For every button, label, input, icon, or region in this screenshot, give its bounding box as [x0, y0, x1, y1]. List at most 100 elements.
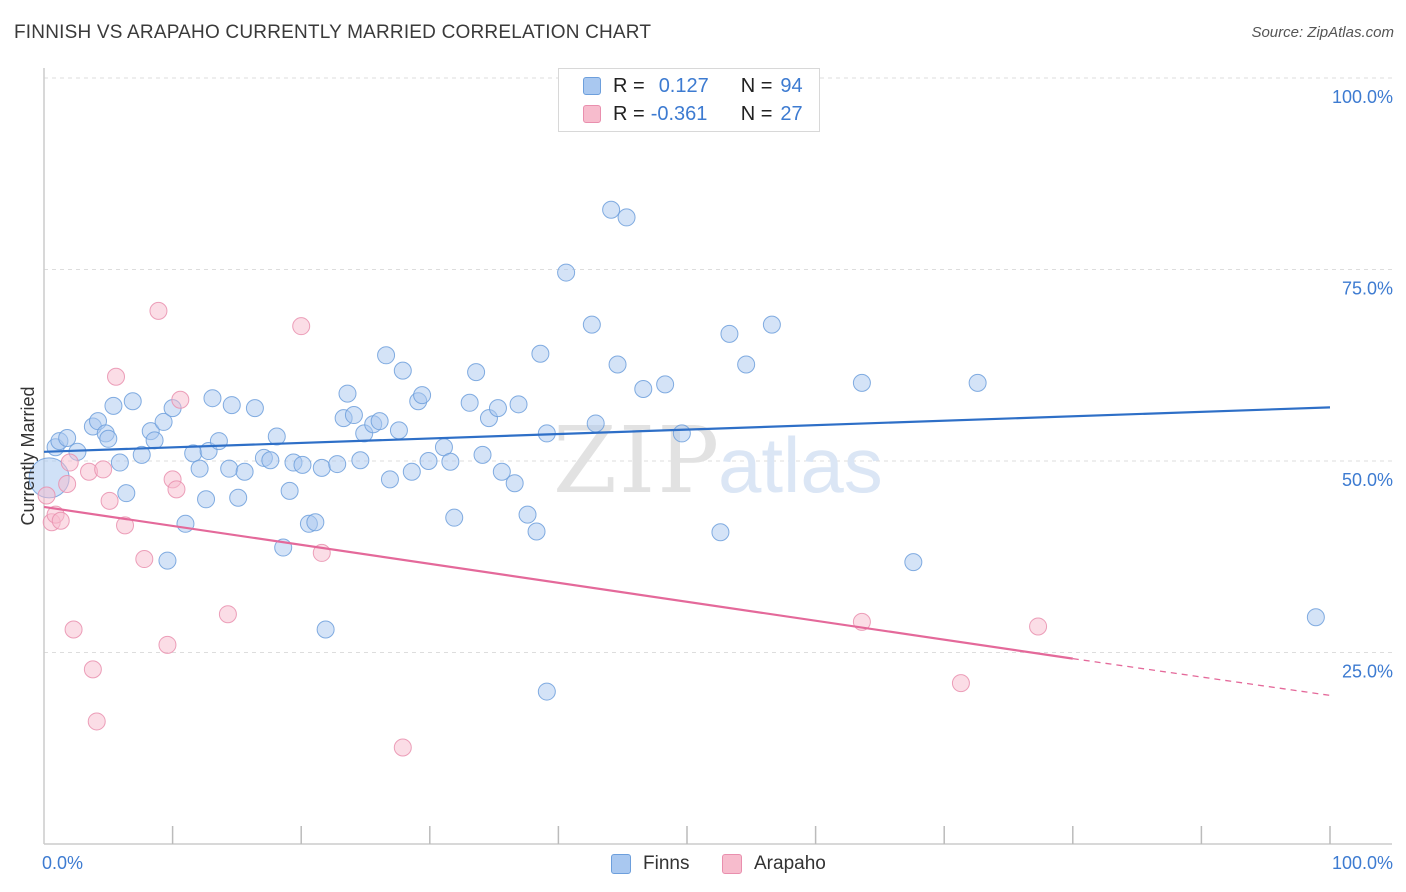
finns-point: [608, 355, 627, 374]
watermark-zip: ZIP: [553, 407, 721, 514]
finns-point: [634, 379, 653, 398]
finns-point: [328, 455, 347, 474]
chart-source: Source: ZipAtlas.com: [1251, 24, 1394, 41]
finns-point: [280, 481, 299, 500]
finns-point: [267, 427, 286, 446]
finns-point: [617, 208, 636, 227]
arapaho-point: [158, 635, 177, 654]
arapaho-point: [116, 516, 135, 535]
arapaho-point: [218, 605, 237, 624]
finns-point: [145, 431, 164, 450]
finns-r-value: 0.127: [658, 74, 709, 97]
arapaho-point: [393, 738, 412, 757]
arapaho-point: [58, 474, 77, 493]
finns-point: [99, 429, 118, 448]
arapaho-r-value: -0.361: [650, 102, 708, 125]
finns-point: [467, 363, 486, 382]
arapaho-point: [149, 301, 168, 320]
finns-point: [413, 386, 432, 405]
finns-legend-label: Finns: [643, 853, 690, 874]
finns-point: [582, 315, 601, 334]
label-layer: 25.0% 50.0% 75.0% 100.0% 0.0% 100.0% Currently…: [18, 87, 1393, 873]
legend-item-finns: Finns: [611, 851, 689, 877]
finns-point: [1306, 608, 1325, 627]
finns-point: [197, 490, 216, 509]
finns-point: [370, 412, 389, 431]
finns-n-label: N =: [740, 74, 773, 97]
chart-title: FINNISH VS ARAPAHO CURRENTLY MARRIED COR…: [14, 22, 652, 43]
arapaho-legend-label: Arapaho: [754, 853, 826, 874]
arapaho-point: [167, 480, 186, 499]
finns-point: [762, 315, 781, 334]
finns-point: [293, 455, 312, 474]
finns-point: [537, 682, 556, 701]
finns-point: [656, 375, 675, 394]
arapaho-r-label: R =: [613, 102, 645, 125]
finns-point: [488, 399, 507, 418]
finns-point: [968, 373, 987, 392]
arapaho-point: [292, 317, 311, 336]
finns-point: [154, 412, 173, 431]
finns-point: [117, 484, 136, 503]
watermark: ZIP atlas: [553, 407, 883, 514]
y-tick-label: 25.0%: [1342, 662, 1393, 682]
finns-point: [445, 508, 464, 527]
arapaho-legend-swatch: [722, 854, 742, 874]
finns-point: [852, 373, 871, 392]
finns-point: [518, 505, 537, 524]
arapaho-point: [37, 486, 56, 505]
finns-point: [110, 453, 129, 472]
arapaho-point: [951, 674, 970, 693]
finns-point: [190, 459, 209, 478]
finns-point: [419, 452, 438, 470]
watermark-atlas: atlas: [718, 421, 883, 509]
finns-point: [557, 263, 576, 282]
finns-point: [586, 414, 605, 433]
arapaho-point: [171, 390, 190, 409]
finns-n-value: 94: [780, 74, 803, 97]
finns-point: [261, 451, 280, 470]
axis-layer: [43, 68, 1392, 845]
finns-point: [720, 324, 739, 343]
finns-swatch: [583, 77, 601, 95]
finns-point: [235, 462, 254, 481]
finns-point: [316, 620, 335, 639]
arapaho-n-value: 27: [780, 102, 803, 125]
finns-point: [602, 200, 621, 219]
grid-layer: [44, 77, 1392, 653]
finns-point: [58, 429, 77, 448]
finns-point: [312, 458, 331, 477]
legend-item-arapaho: Arapaho: [722, 851, 826, 877]
finns-point: [338, 384, 357, 403]
legend-row-arapaho: R = -0.361 N = 27: [583, 100, 803, 128]
arapaho-point: [87, 712, 106, 731]
finns-point: [222, 396, 241, 415]
x-tick-label: 100.0%: [1332, 853, 1393, 873]
finns-point: [737, 355, 756, 374]
finns-point: [377, 346, 396, 365]
finns-point: [505, 474, 524, 493]
legend-row-finns: R = 0.127 N = 94: [583, 72, 803, 100]
finns-point: [229, 488, 248, 507]
finns-point: [509, 395, 528, 414]
finns-point: [123, 392, 142, 411]
x-tick-label: 0.0%: [42, 853, 83, 873]
finns-point: [344, 406, 363, 425]
finns-r-label: R =: [613, 74, 645, 97]
correlation-legend: R = 0.127 N = 94 R = -0.361 N = 27: [558, 68, 820, 132]
arapaho-swatch: [583, 105, 601, 123]
finns-point: [351, 451, 370, 470]
arapaho-trend-extension: [1072, 657, 1331, 697]
finns-point: [711, 523, 730, 542]
finns-point: [132, 445, 151, 464]
finns-point: [672, 424, 691, 443]
finns-legend-swatch: [611, 854, 631, 874]
finns-point: [158, 551, 177, 570]
finns-point: [104, 396, 123, 415]
trend-layer: [43, 406, 1331, 697]
finns-point: [492, 462, 511, 481]
finns-point: [527, 522, 546, 541]
finns-point: [460, 393, 479, 412]
finns-point: [306, 513, 325, 532]
